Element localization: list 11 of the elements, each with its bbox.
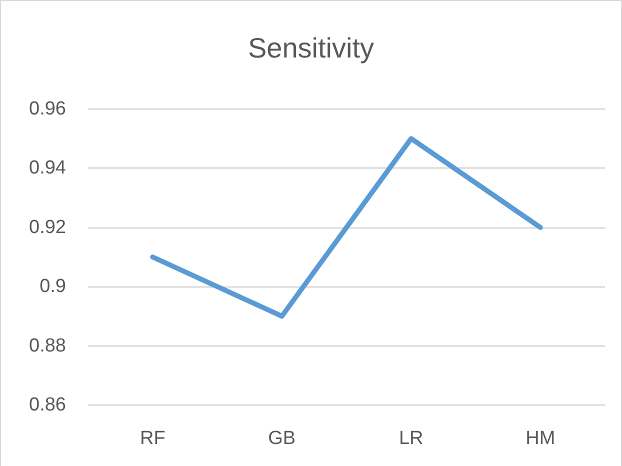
y-tick-label: 0.94	[29, 158, 66, 179]
y-tick-label: 0.88	[29, 335, 66, 356]
y-tick-label: 0.96	[29, 98, 66, 120]
y-tick-label: 0.9	[40, 276, 66, 298]
x-tick-label: LR	[398, 428, 424, 449]
x-tick-label: RF	[140, 428, 166, 449]
x-tick-label: HM	[526, 428, 556, 449]
x-tick-label: GB	[268, 428, 296, 449]
chart-title: Sensitivity	[248, 32, 374, 64]
y-tick-label: 0.92	[29, 216, 66, 238]
y-tick-label: 0.86	[29, 394, 66, 416]
